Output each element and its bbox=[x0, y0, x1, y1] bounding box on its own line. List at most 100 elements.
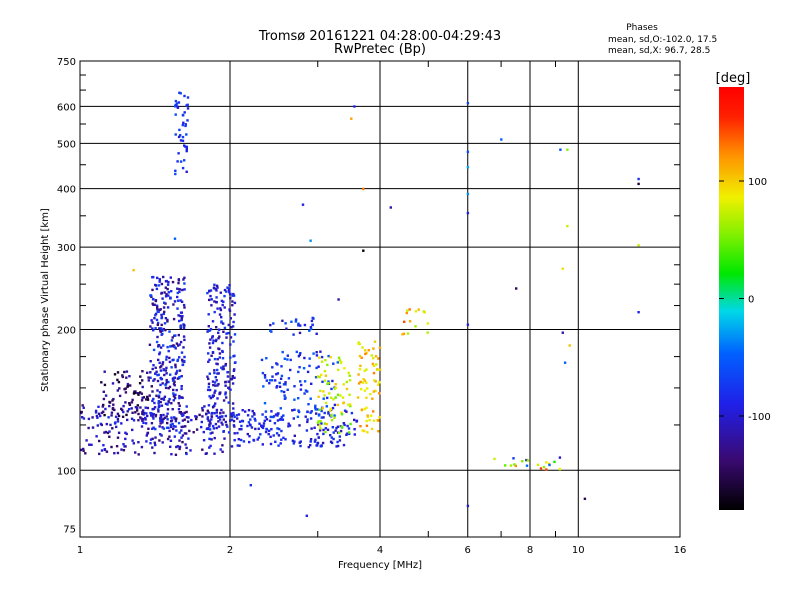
data-point bbox=[279, 442, 282, 445]
data-point bbox=[323, 379, 327, 382]
data-point bbox=[299, 444, 302, 448]
data-point bbox=[288, 424, 292, 427]
data-point bbox=[165, 415, 168, 418]
data-point bbox=[212, 394, 215, 397]
data-point bbox=[156, 335, 159, 339]
data-point bbox=[175, 342, 179, 345]
data-point bbox=[504, 464, 507, 467]
data-point bbox=[332, 362, 335, 365]
data-point bbox=[87, 417, 91, 421]
data-point bbox=[298, 366, 301, 369]
data-point bbox=[173, 380, 176, 383]
data-point bbox=[214, 376, 217, 379]
data-point bbox=[313, 440, 317, 443]
data-point bbox=[317, 395, 320, 398]
data-point bbox=[222, 430, 225, 433]
data-point bbox=[318, 424, 322, 427]
data-point bbox=[149, 360, 152, 363]
data-point bbox=[310, 427, 313, 430]
data-point bbox=[114, 421, 117, 424]
data-point bbox=[150, 319, 153, 322]
data-point bbox=[361, 346, 364, 349]
data-point bbox=[131, 439, 134, 442]
data-point bbox=[178, 319, 181, 323]
data-point bbox=[141, 409, 145, 412]
data-point bbox=[149, 371, 152, 374]
data-point bbox=[321, 441, 325, 445]
data-point bbox=[228, 387, 231, 390]
data-point bbox=[131, 428, 134, 432]
data-point bbox=[178, 369, 182, 372]
data-point bbox=[159, 327, 163, 330]
data-point bbox=[309, 326, 313, 329]
data-point bbox=[185, 452, 188, 456]
data-point bbox=[154, 413, 158, 417]
data-point bbox=[183, 359, 186, 363]
data-point bbox=[318, 356, 321, 359]
data-point bbox=[125, 376, 128, 379]
data-point bbox=[248, 440, 251, 444]
data-point bbox=[158, 308, 161, 312]
data-point bbox=[147, 376, 150, 379]
data-point bbox=[322, 390, 325, 393]
data-point bbox=[377, 430, 380, 433]
data-point bbox=[306, 420, 309, 424]
data-point bbox=[168, 429, 171, 433]
data-point bbox=[316, 408, 319, 411]
data-point bbox=[153, 303, 156, 306]
data-point bbox=[165, 372, 168, 375]
data-point bbox=[322, 432, 325, 436]
data-point bbox=[316, 432, 319, 436]
data-point bbox=[215, 414, 218, 418]
data-point bbox=[155, 284, 158, 287]
data-point bbox=[183, 418, 186, 421]
data-point bbox=[353, 105, 356, 108]
data-point bbox=[319, 427, 322, 430]
data-point bbox=[350, 411, 354, 415]
data-point bbox=[515, 287, 518, 290]
data-point bbox=[215, 326, 218, 329]
data-point bbox=[208, 298, 211, 302]
data-point bbox=[156, 306, 159, 309]
data-point bbox=[215, 426, 218, 430]
data-point bbox=[338, 435, 341, 438]
data-point bbox=[292, 333, 295, 336]
data-point bbox=[233, 301, 237, 305]
data-point bbox=[141, 385, 144, 389]
data-point bbox=[332, 431, 335, 434]
data-point bbox=[211, 424, 215, 428]
data-point bbox=[185, 149, 188, 153]
data-point bbox=[217, 331, 220, 334]
data-point bbox=[231, 376, 234, 379]
data-point bbox=[247, 421, 251, 424]
data-point bbox=[104, 394, 108, 397]
data-point bbox=[214, 402, 217, 405]
data-point bbox=[358, 342, 361, 346]
data-point bbox=[521, 460, 524, 463]
data-point bbox=[169, 296, 172, 300]
data-point bbox=[170, 344, 173, 348]
data-point bbox=[217, 347, 220, 350]
data-point bbox=[186, 107, 190, 110]
data-point bbox=[162, 327, 165, 331]
data-point bbox=[222, 418, 225, 421]
data-point bbox=[227, 287, 230, 290]
data-point bbox=[166, 318, 169, 322]
data-point bbox=[224, 384, 227, 387]
data-point bbox=[102, 403, 105, 407]
data-point bbox=[223, 326, 227, 330]
data-point bbox=[174, 105, 177, 108]
data-point bbox=[305, 429, 309, 432]
data-point bbox=[327, 410, 330, 414]
data-point bbox=[164, 369, 168, 372]
data-point bbox=[263, 376, 267, 379]
data-point bbox=[348, 374, 351, 377]
data-point bbox=[637, 177, 640, 181]
data-point bbox=[227, 289, 231, 292]
data-point bbox=[128, 375, 131, 378]
data-point bbox=[408, 308, 411, 311]
data-point bbox=[402, 332, 406, 335]
data-point bbox=[366, 414, 369, 417]
data-point bbox=[176, 344, 180, 347]
data-point bbox=[122, 404, 125, 408]
